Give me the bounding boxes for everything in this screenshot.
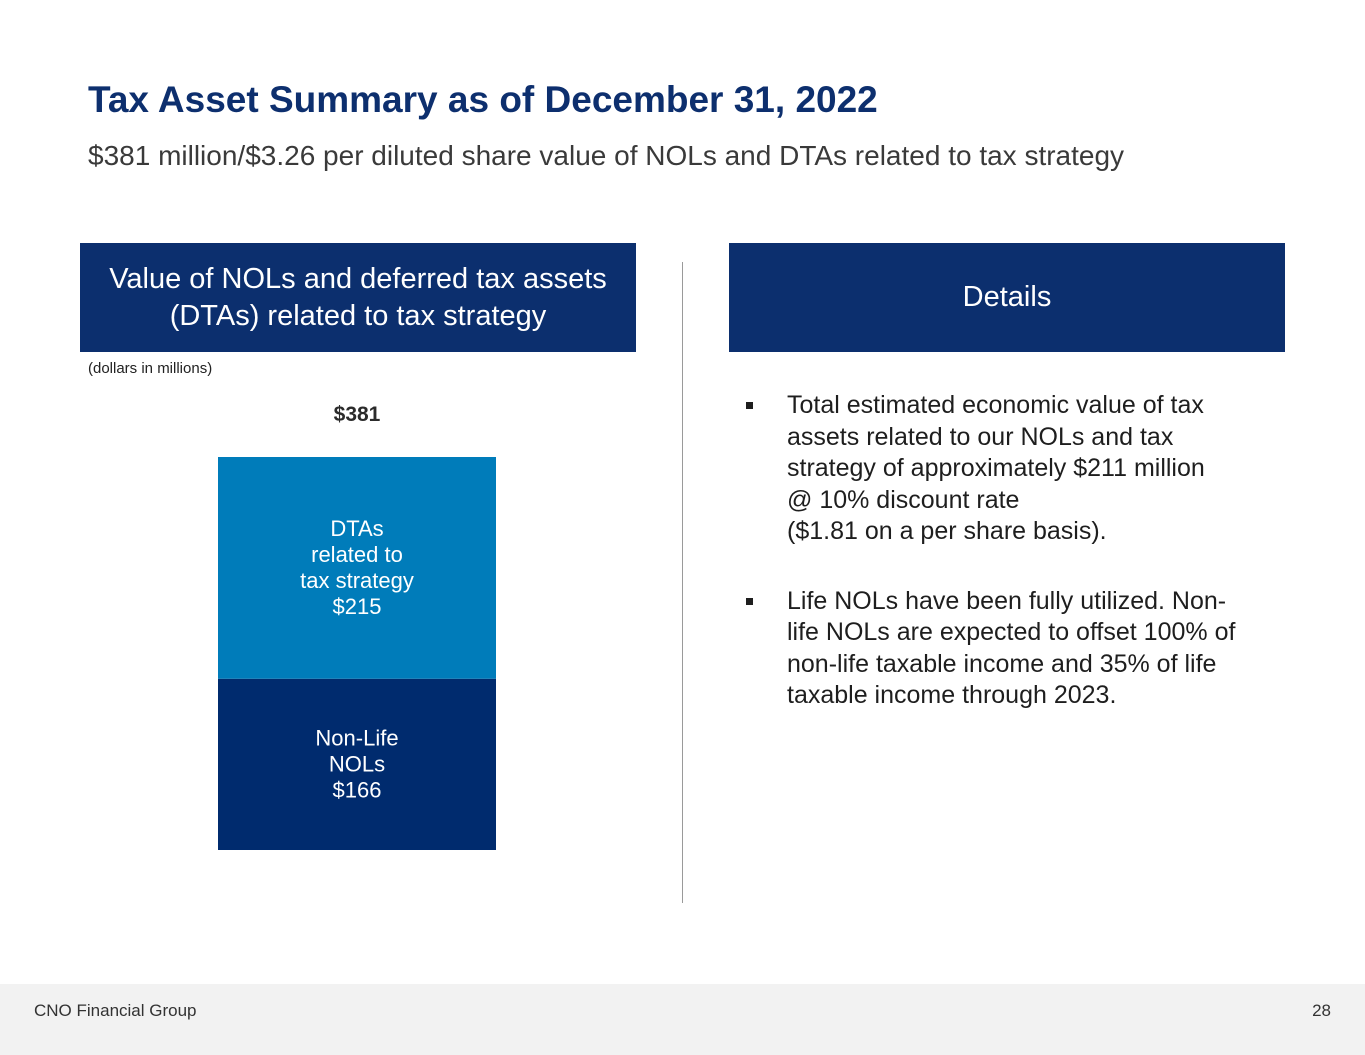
column-divider [682, 262, 683, 903]
bar-segment-label: $215 [333, 594, 382, 619]
bar-total-label: $381 [334, 403, 381, 426]
details-list: Total estimated economic value of tax ass… [746, 390, 1286, 750]
footer [0, 984, 1365, 1055]
page-subtitle: $381 million/$3.26 per diluted share val… [88, 140, 1125, 171]
chart-panel-header-line: Value of NOLs and deferred tax assets [109, 262, 607, 295]
bar-segment-label: $166 [333, 777, 382, 802]
details-panel-header: Details [729, 243, 1285, 352]
bar-segment-label: Non-Life [315, 725, 398, 750]
units-note: (dollars in millions) [88, 360, 213, 377]
page-number: 28 [1312, 1001, 1331, 1020]
bar-segment-label: NOLs [329, 751, 385, 776]
bar-segment-dtas [218, 457, 496, 679]
bar-segment-label: related to [311, 542, 403, 567]
details-bullet-line: @ 10% discount rate [787, 485, 1020, 514]
bar-segment-label: DTAs [330, 516, 383, 541]
details-bullet-item: Total estimated economic value of tax ass… [746, 390, 1286, 548]
details-bullet-line: assets related to our NOLs and tax [787, 422, 1174, 451]
page-title: Tax Asset Summary as of December 31, 202… [88, 79, 878, 120]
footer-company-name: CNO Financial Group [34, 1001, 197, 1020]
chart-panel-header: Value of NOLs and deferred tax assets (D… [80, 243, 636, 352]
square-bullet-icon [746, 402, 753, 409]
square-bullet-icon [746, 597, 753, 605]
details-bullet-line: ($1.81 on a per share basis). [787, 517, 1107, 545]
details-bullet-line: life NOLs are expected to offset 100% of [787, 618, 1236, 646]
details-bullet-line: strategy of approximately $211 million [787, 454, 1205, 482]
details-bullet-line: taxable income through 2023. [787, 681, 1117, 709]
bar-segment-non-life-nols [218, 678, 496, 850]
bar-segment-label: tax strategy [300, 568, 414, 593]
details-bullet-line: non-life taxable income and 35% of life [787, 649, 1217, 678]
details-bullet-line: Life NOLs have been fully utilized. Non- [787, 586, 1227, 615]
details-header-label: Details [962, 281, 1052, 313]
chart-panel-header-line: (DTAs) related to tax strategy [169, 299, 547, 332]
details-bullet-line: Total estimated economic value of tax [787, 391, 1204, 419]
details-bullet-item: Life NOLs have been fully utilized. Non-… [746, 586, 1286, 712]
